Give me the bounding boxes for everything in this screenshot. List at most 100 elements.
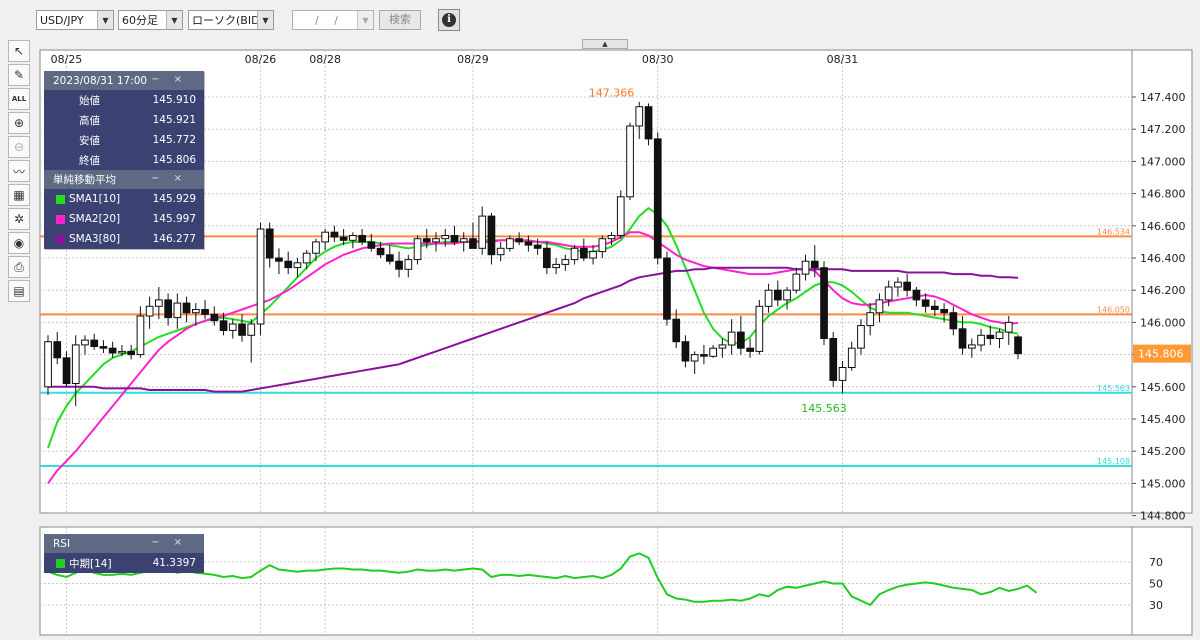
date-input[interactable]: / / ▼ [292,10,374,30]
candle [644,103,653,146]
candle [1004,315,1013,345]
date-label: 08/29 [457,53,489,66]
minimize-icon[interactable]: − [151,173,174,184]
sma-panel-header: 単純移動平均 −× [44,170,204,189]
close-icon[interactable]: × [173,537,196,548]
price-label: 145.600 [1140,381,1186,394]
chevron-down-icon[interactable]: ▼ [257,11,273,29]
rsi-plot-area[interactable] [39,526,1133,636]
candle [247,319,256,363]
price-annotation: 147.366 [589,86,635,99]
candle-body [543,247,551,269]
candle [62,351,71,387]
candle-body [71,344,80,384]
rsi-label: 30 [1149,599,1163,612]
chart-type-select[interactable]: ローソク(BID) ▼ [188,10,274,30]
collapse-toolbar-button[interactable]: ▲ [582,39,628,49]
candle-body [690,354,699,362]
candle-body [506,238,514,249]
chevron-down-icon[interactable]: ▼ [357,11,373,29]
candle [524,235,533,252]
draw-objects-icon[interactable]: ✲ [8,208,30,230]
price-label: 146.000 [1140,316,1186,329]
candle-body [533,244,542,249]
candle-body [192,309,200,314]
price-axis [1131,49,1193,514]
candle-body [561,259,570,265]
cursor-icon[interactable]: ↖ [8,40,30,62]
print-icon[interactable]: ⎙ [8,256,30,278]
candle [127,344,136,360]
candle-body [201,309,209,315]
candle [487,212,496,265]
candle [173,293,182,329]
annotations: 147.366 145.563 [589,86,847,414]
sma3-line [48,266,1019,393]
ohlc-panel-header: 2023/08/31 17:00 −× [44,71,204,90]
main-plot-area[interactable] [39,49,1133,514]
candle [681,335,690,368]
candle [755,299,764,355]
minimize-icon[interactable]: − [151,74,174,85]
rsi-label: 70 [1149,556,1163,569]
grid-icon[interactable]: ▦ [8,184,30,206]
ohlc-row-high: 高値 145.921 [44,110,204,130]
ohlc-value: 145.806 [152,154,196,166]
symbol-select[interactable]: USD/JPY ▼ [36,10,114,30]
candle [228,319,237,339]
chevron-down-icon[interactable]: ▼ [97,11,113,29]
horizontal-line-label: 146.050 [1097,305,1130,314]
candle [552,258,560,275]
candle-body [727,331,736,346]
candle-body [173,302,182,319]
candle [219,312,228,336]
info-button[interactable]: i [438,9,460,31]
current-price: 145.806 [1133,344,1191,363]
candle-body [801,260,810,275]
left-toolbar: ↖ ✎ ALL ⊕ ⊖ 〰 ▦ ✲ ◉ ⎙ ▤ [8,40,32,304]
candle-body [866,312,875,327]
candle-body [265,228,274,259]
search-button[interactable]: 検索 [379,10,421,30]
settings-icon[interactable]: ▤ [8,280,30,302]
candle [422,229,431,249]
candle [108,341,117,358]
close-icon[interactable]: × [173,173,196,184]
candle [663,251,671,326]
close-icon[interactable]: × [173,74,196,85]
zoom-out-icon[interactable]: ⊖ [8,136,30,158]
candle-body [1014,336,1022,355]
rsi-axis [1131,526,1193,636]
minimize-icon[interactable]: − [151,537,174,548]
candle [672,309,681,349]
timeframe-select[interactable]: 60分足 ▼ [118,10,183,30]
candle [940,303,948,323]
candle-body [256,228,265,325]
date-placeholder: / / [315,14,344,27]
candle [53,332,62,365]
candle-body [395,260,403,270]
candle [201,299,209,320]
zoom-in-icon[interactable]: ⊕ [8,112,30,134]
pen-icon[interactable]: ✎ [8,64,30,86]
candle [284,251,293,275]
candle [496,241,505,262]
sma-label: SMA3[80] [69,233,121,245]
indicator-icon[interactable]: 〰 [8,160,30,182]
clear-all-icon[interactable]: ALL [8,88,30,110]
candle-body [515,238,523,243]
candle-body [607,235,616,240]
candle [543,241,551,275]
candle-body [931,305,939,310]
candle [275,248,283,275]
candle [875,293,884,323]
candle [210,306,219,326]
chevron-down-icon[interactable]: ▼ [166,11,182,29]
sma-row: SMA2[20] 145.997 [44,209,204,229]
rsi-label: 50 [1149,578,1163,591]
sma-label: SMA1[10] [69,193,121,205]
candle-body [968,344,976,349]
candle-body [358,235,366,243]
view-icon[interactable]: ◉ [8,232,30,254]
